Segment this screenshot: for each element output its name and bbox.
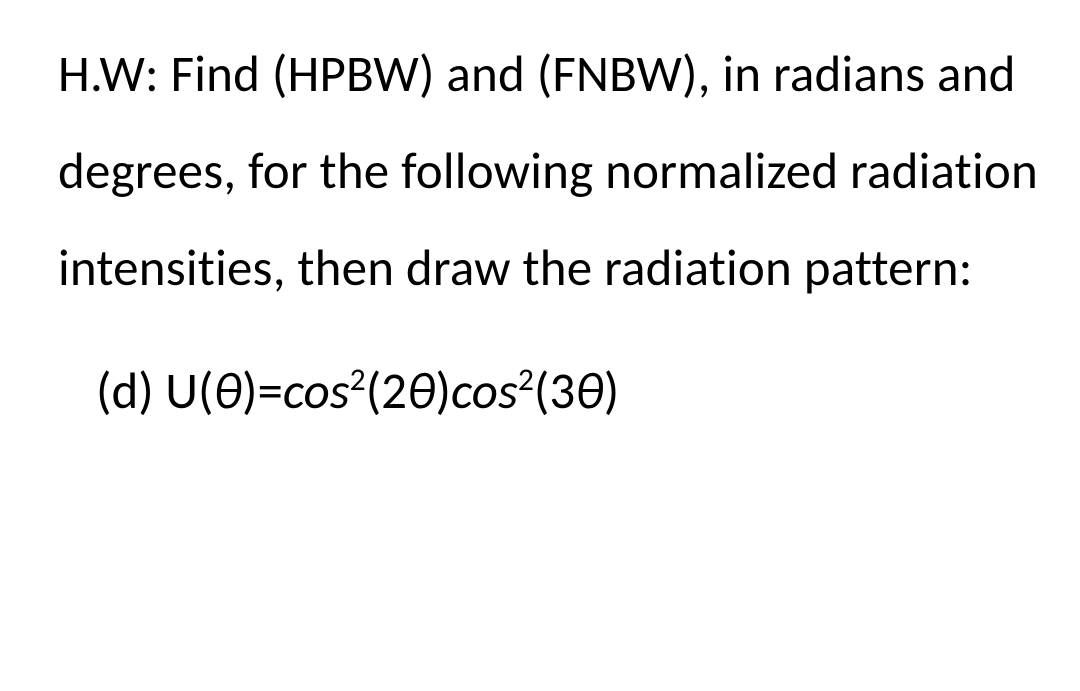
equation-close-paren: ): [242, 359, 257, 422]
equation-cos2: cos: [451, 359, 518, 422]
equation-arg2-open: (3: [534, 359, 575, 422]
equation-sup2: 2: [518, 361, 534, 399]
equation-arg1-theta: θ: [407, 359, 436, 422]
equation-line: (d) U(θ)=cos2(2θ)cos2(3θ): [58, 353, 1038, 430]
equation-cos1: cos: [283, 359, 350, 422]
equation-open-paren: (: [198, 359, 213, 422]
equation-arg1-close: ): [436, 359, 451, 422]
equation-arg2-close: ): [604, 359, 619, 422]
equation-equals: =: [257, 359, 282, 422]
equation-theta: θ: [213, 359, 242, 422]
equation-func: U: [165, 359, 198, 422]
equation-arg1-open: (2: [366, 359, 407, 422]
page: H.W: Find (HPBW) and (FNBW), in radians …: [0, 0, 1080, 429]
equation-label: (d): [96, 359, 165, 422]
problem-statement: H.W: Find (HPBW) and (FNBW), in radians …: [58, 26, 1038, 317]
equation-sup1: 2: [350, 361, 366, 399]
equation-arg2-theta: θ: [575, 359, 604, 422]
